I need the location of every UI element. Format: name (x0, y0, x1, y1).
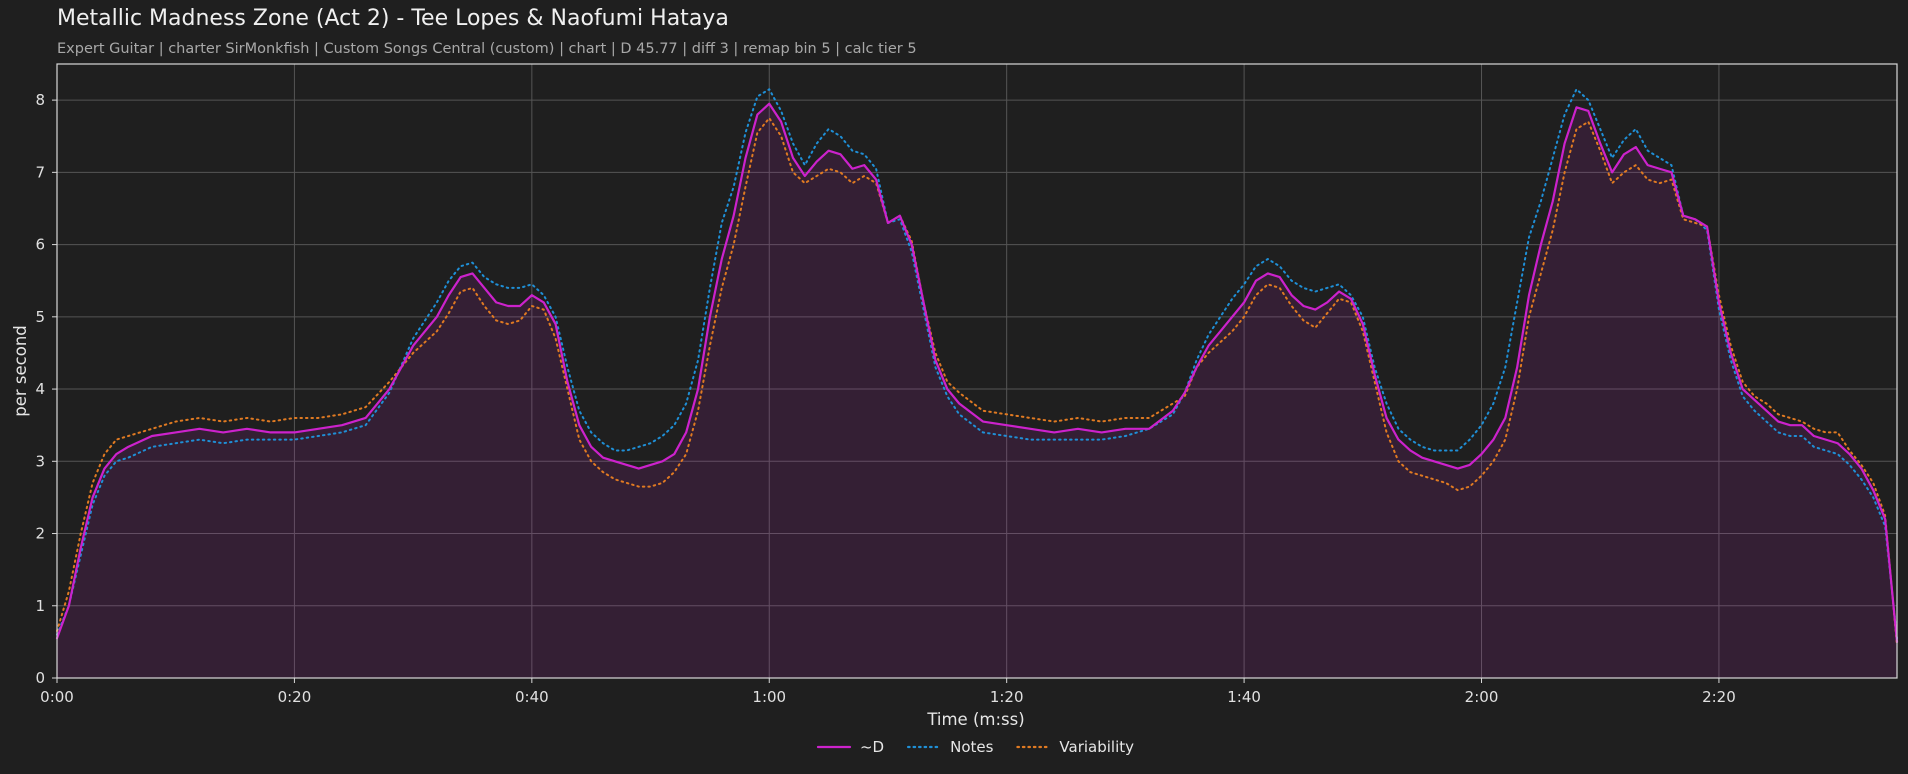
x-tick-label: 2:00 (1465, 688, 1499, 706)
legend-label: ~D (860, 738, 884, 756)
y-tick-label: 1 (35, 597, 45, 615)
legend-label: Notes (950, 738, 994, 756)
y-tick-label: 8 (35, 91, 45, 109)
x-tick-label: 0:40 (515, 688, 549, 706)
plot-frame (56, 63, 1898, 679)
chart-title: Metallic Madness Zone (Act 2) - Tee Lope… (57, 6, 729, 31)
x-tick-label: 0:20 (278, 688, 312, 706)
y-tick-label: 3 (35, 452, 45, 470)
y-tick-label: 7 (35, 163, 45, 181)
y-tick-label: 0 (35, 669, 45, 687)
fill-layer (57, 103, 1897, 679)
legend-label: Variability (1059, 738, 1134, 756)
chart-subtitle: Expert Guitar | charter SirMonkfish | Cu… (57, 41, 917, 57)
x-tick-label: 1:00 (752, 688, 786, 706)
legend: ~D Notes Variability (816, 738, 1134, 756)
x-tick-label: 0:00 (40, 688, 74, 706)
y-tick-label: 4 (35, 380, 45, 398)
y-tick-label: 6 (35, 236, 45, 254)
x-tick-label: 1:40 (1227, 688, 1261, 706)
x-axis-label: Time (m:ss) (926, 710, 1024, 729)
series-line-d (55, 102, 1899, 643)
x-tick-label: 2:20 (1702, 688, 1736, 706)
tick-layer: 0 1 2 3 4 5 6 7 8 0:00 0:20 0:40 1:00 1:20 1:40 2:00 2:2… (35, 91, 1735, 706)
area-fill (57, 103, 1897, 679)
y-axis-label: per second (11, 325, 30, 417)
series-line-variability (56, 117, 1898, 647)
y-tick-label: 5 (35, 308, 45, 326)
x-tick-label: 1:20 (990, 688, 1024, 706)
series-layer (55, 88, 1899, 647)
series-line-notes (56, 88, 1898, 640)
y-tick-label: 2 (35, 525, 45, 543)
